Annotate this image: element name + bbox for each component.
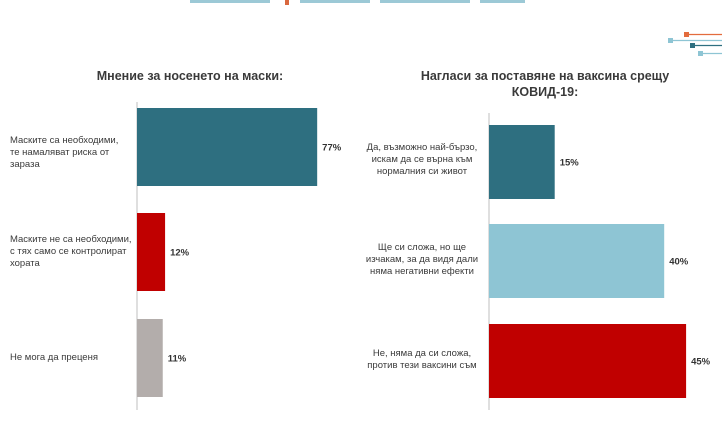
bar [137,319,163,397]
chart-title-vaccine: Нагласи за поставяне на ваксина срещу КО… [420,69,670,99]
bar [489,324,687,398]
category-label: Маските не са необходими, с тях само се … [10,234,132,269]
decorative-logo-icon [668,32,722,56]
category-label: Да, възможно най-бързо, искам да се върн… [366,142,478,177]
category-label: Не, няма да си сложа, против тези ваксин… [367,348,477,371]
data-label: 12% [170,248,190,259]
category-label: Ще си сложа, но ще изчакам, за да видя д… [365,242,479,277]
bar [137,213,166,291]
bar [489,224,665,298]
chart-title-masks: Мнение за носенето на маски: [96,69,284,83]
data-label: 40% [669,257,689,268]
data-label: 77% [322,143,342,154]
bar [489,125,555,199]
header-strip [190,0,525,5]
data-label: 15% [560,158,580,169]
category-label: Не мога да преценя [10,352,98,363]
category-label: Маските са необходими, те намаляват риск… [10,135,119,170]
data-label: 45% [691,357,711,368]
data-label: 11% [168,354,187,365]
bar [137,108,318,186]
